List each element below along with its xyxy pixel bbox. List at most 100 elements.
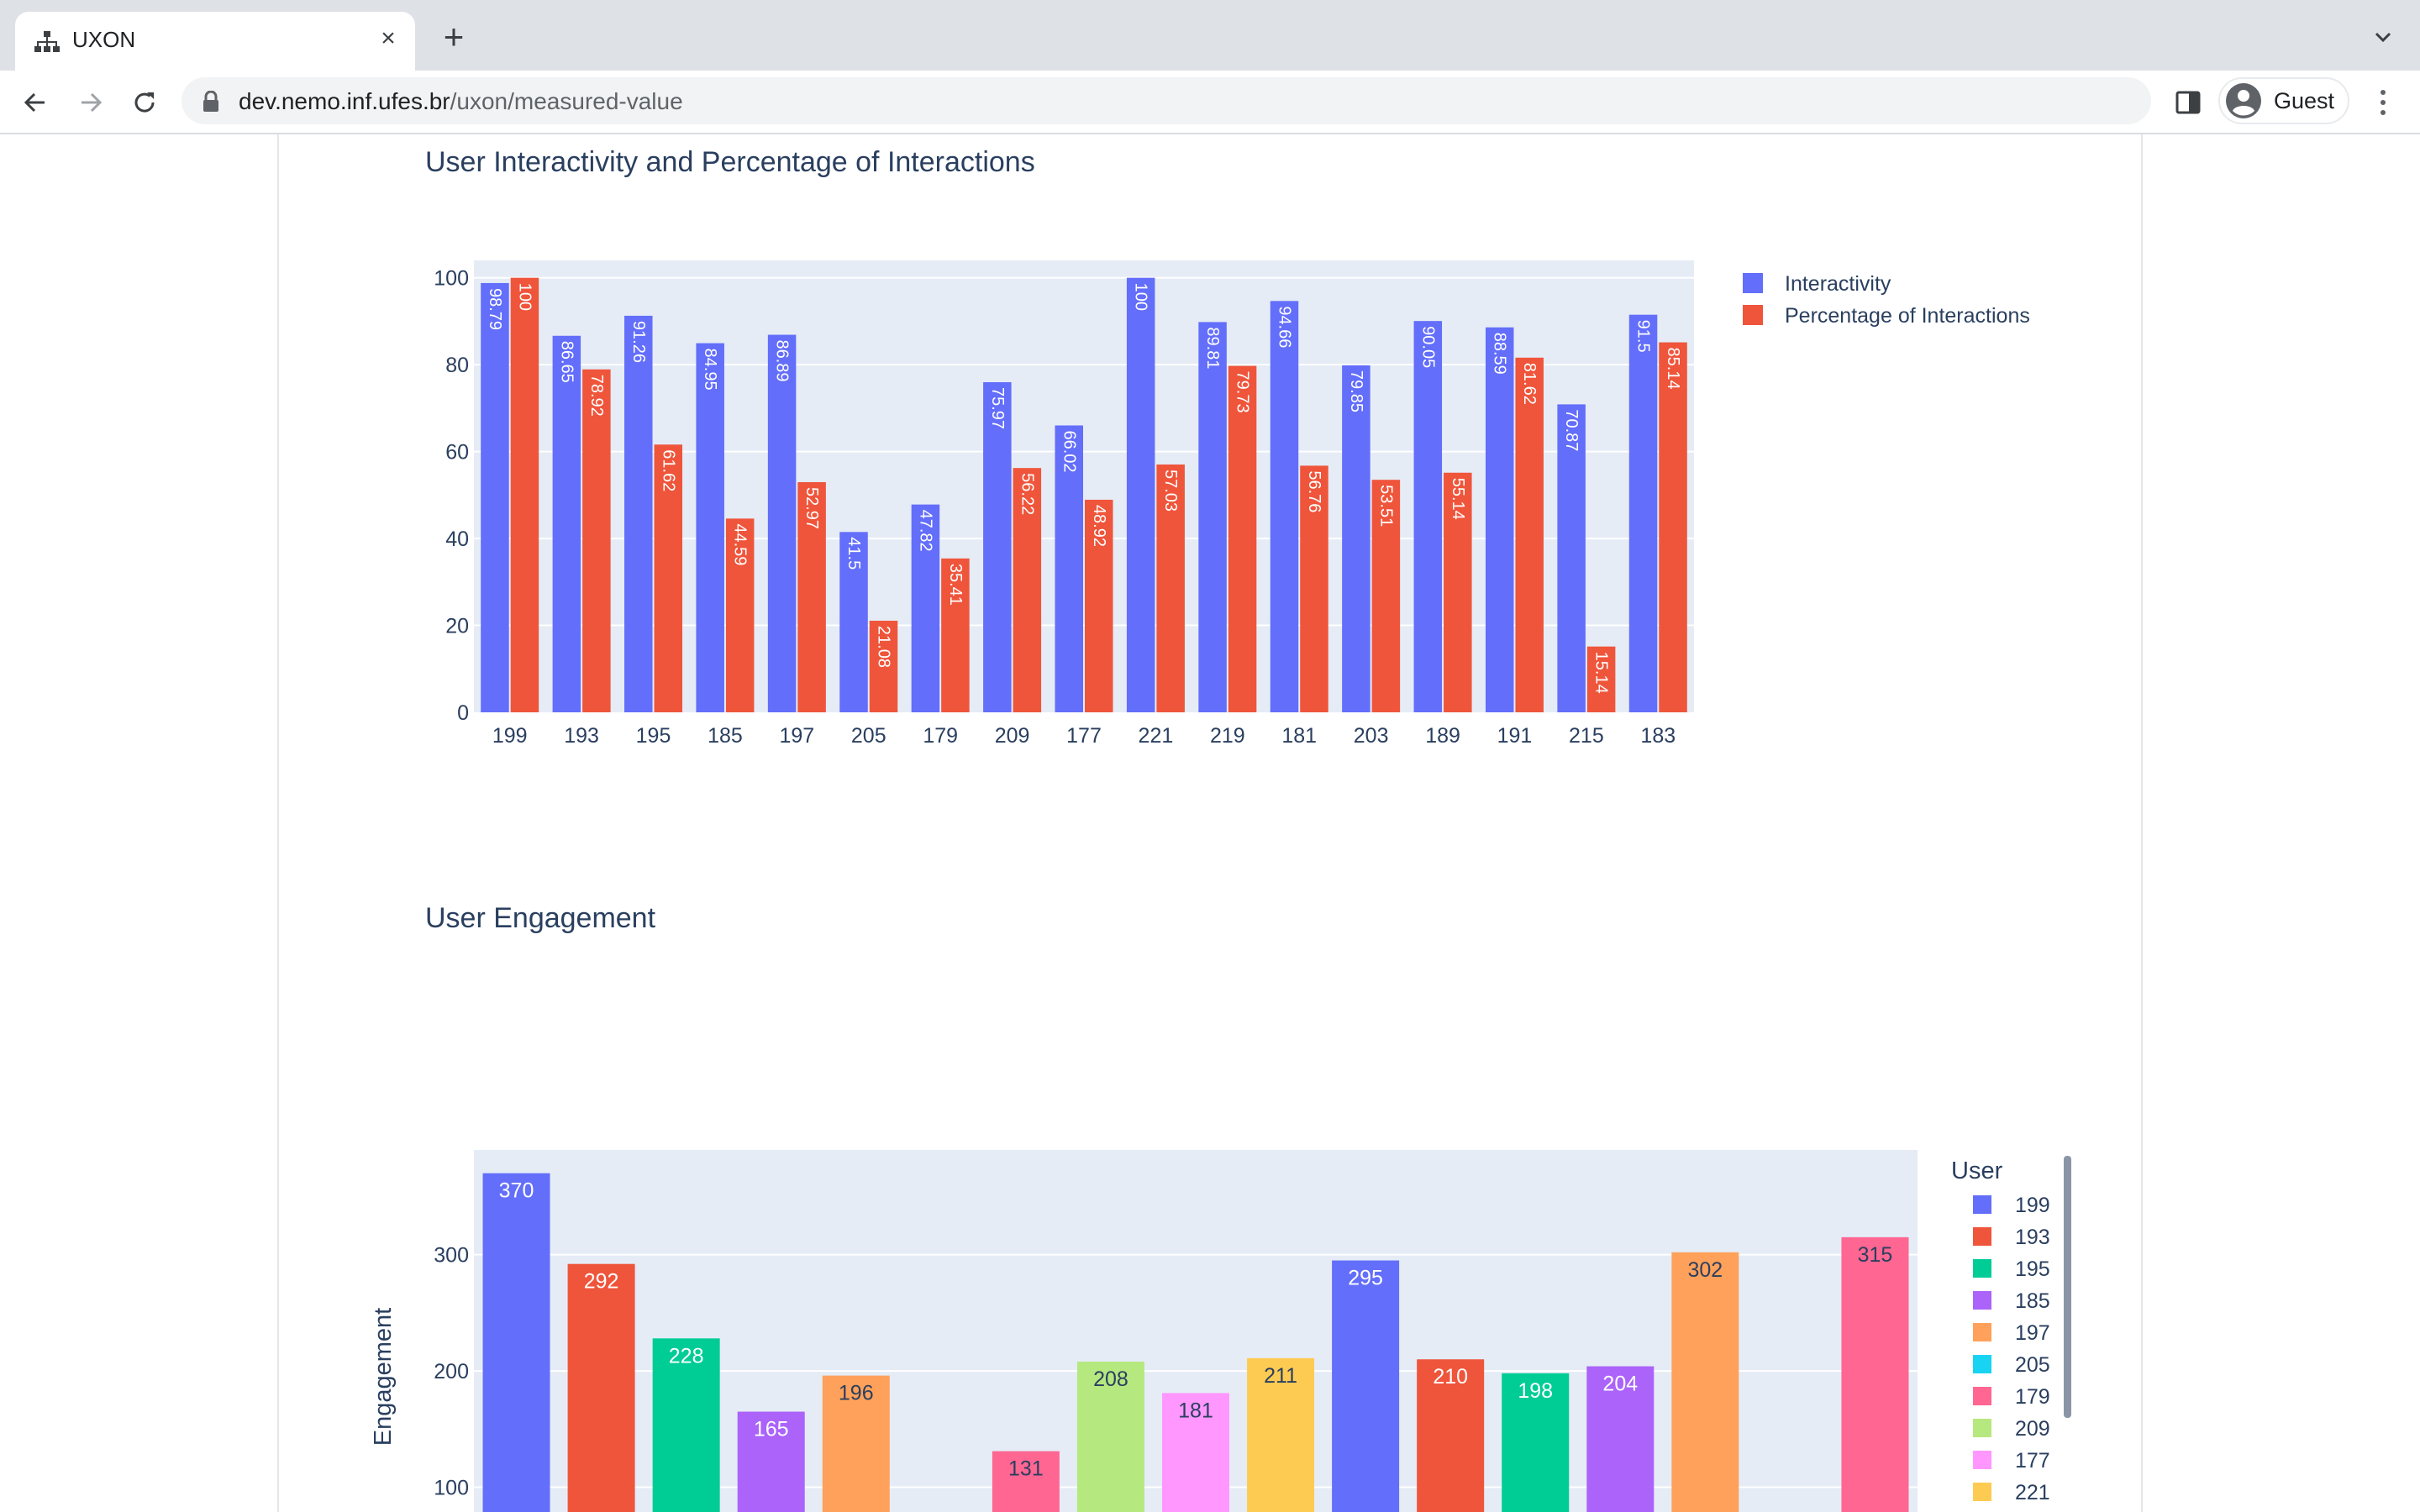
data-label: 131 <box>1008 1457 1044 1481</box>
data-label: 292 <box>584 1270 619 1294</box>
profile-button[interactable]: Guest <box>2218 77 2349 124</box>
bar <box>567 1263 635 1512</box>
legend-swatch <box>1973 1227 1991 1246</box>
x-tick-label: 205 <box>851 724 886 748</box>
page-content: User Interactivity and Percentage of Int… <box>0 134 2420 1512</box>
bar <box>1126 277 1155 712</box>
data-label: 79.73 <box>1234 371 1252 413</box>
legend-label: Percentage of Interactions <box>1785 304 2030 328</box>
legend-label: 177 <box>2015 1449 2050 1473</box>
data-label: 210 <box>1433 1365 1468 1389</box>
data-label: 98.79 <box>486 288 504 330</box>
bar <box>1247 1357 1315 1512</box>
data-label: 228 <box>669 1344 704 1368</box>
data-label: 44.59 <box>731 523 750 565</box>
close-icon[interactable]: × <box>381 24 396 52</box>
data-label: 35.41 <box>946 564 965 606</box>
y-tick-label: 300 <box>434 1244 469 1268</box>
bar <box>481 282 509 712</box>
x-tick-label: 209 <box>995 724 1030 748</box>
legend-label: 199 <box>2015 1194 2050 1217</box>
x-tick-label: 179 <box>923 724 958 748</box>
url-path: /uxon/measured-value <box>450 88 683 114</box>
reload-button[interactable] <box>128 86 161 119</box>
legend-swatch <box>1973 1195 1991 1214</box>
data-label: 53.51 <box>1376 485 1395 527</box>
bar <box>1013 468 1042 712</box>
x-tick-label: 195 <box>636 724 671 748</box>
legend-label: 205 <box>2015 1353 2050 1377</box>
legend-swatch <box>1973 1259 1991 1278</box>
legend-swatch <box>1973 1291 1991 1310</box>
y-tick-label: 40 <box>445 528 469 551</box>
x-tick-label: 219 <box>1210 724 1245 748</box>
x-tick-label: 193 <box>564 724 599 748</box>
engagement-chart: 0100200300370199292193228195165185196197… <box>370 1150 2071 1512</box>
bar <box>797 481 826 712</box>
data-label: 204 <box>1602 1373 1638 1396</box>
avatar-icon <box>2226 83 2261 118</box>
x-tick-label: 221 <box>1139 724 1174 748</box>
x-tick-label: 183 <box>1640 724 1676 748</box>
legend-label: 185 <box>2015 1289 2050 1313</box>
bar <box>624 315 653 712</box>
data-label: 55.14 <box>1449 478 1467 520</box>
x-tick-label: 177 <box>1066 724 1102 748</box>
bar <box>737 1411 805 1512</box>
data-label: 47.82 <box>916 510 934 552</box>
data-label: 70.87 <box>1562 409 1581 451</box>
bar <box>983 382 1012 712</box>
bar <box>582 369 611 712</box>
bar <box>1586 1366 1655 1512</box>
kebab-menu-icon[interactable] <box>2368 86 2398 119</box>
url-text[interactable]: dev.nemo.inf.ufes.br/uxon/measured-value <box>239 88 683 115</box>
data-label: 100 <box>1132 283 1150 311</box>
forward-button[interactable] <box>74 86 108 119</box>
bar <box>1300 465 1328 712</box>
sitemap-icon <box>34 31 60 52</box>
plus-icon[interactable]: + <box>443 17 465 56</box>
data-label: 94.66 <box>1275 306 1293 348</box>
y-tick-label: 0 <box>457 701 469 725</box>
data-label: 86.89 <box>773 340 792 382</box>
data-label: 66.02 <box>1060 430 1078 472</box>
data-label: 198 <box>1518 1379 1553 1403</box>
bar <box>1417 1359 1485 1512</box>
lock-icon[interactable] <box>202 91 220 113</box>
bar <box>552 335 581 712</box>
chevron-down-icon[interactable] <box>2368 22 2398 52</box>
bar <box>652 1338 720 1512</box>
bar <box>1371 480 1401 712</box>
profile-name: Guest <box>2274 88 2335 113</box>
data-label: 85.14 <box>1664 348 1682 390</box>
y-tick-label: 100 <box>434 1477 469 1500</box>
interactivity-chart: 0 20 40 60 80 100 98.79 100 199 86.65 78.92 193 91.2… <box>434 260 2030 748</box>
data-label: 91.26 <box>629 321 648 363</box>
bar <box>1342 365 1370 712</box>
bar <box>1228 365 1257 712</box>
bar <box>725 518 755 712</box>
legend-label: 197 <box>2015 1321 2050 1345</box>
address-bar[interactable]: dev.nemo.inf.ufes.br/uxon/measured-value <box>182 77 2151 124</box>
bar <box>941 558 970 712</box>
container-border-right <box>2141 134 2143 1512</box>
data-label: 211 <box>1264 1364 1297 1388</box>
data-label: 196 <box>839 1382 874 1405</box>
legend-scrollbar <box>2064 1156 2071 1418</box>
y-tick-label: 80 <box>445 354 469 377</box>
browser-tab[interactable]: UXON × <box>15 12 415 71</box>
bar <box>1076 1362 1144 1512</box>
data-label: 84.95 <box>701 349 719 391</box>
x-tick-label: 189 <box>1425 724 1460 748</box>
legend-label: Interactivity <box>1785 272 1891 296</box>
bar <box>839 532 868 712</box>
data-label: 370 <box>499 1179 534 1203</box>
x-tick-label: 191 <box>1497 724 1533 748</box>
data-label: 78.92 <box>587 375 606 417</box>
side-panel-icon[interactable] <box>2171 86 2205 119</box>
x-tick-label: 199 <box>492 724 528 748</box>
bar <box>1659 342 1687 712</box>
back-button[interactable] <box>18 86 52 119</box>
data-label: 56.76 <box>1305 470 1323 512</box>
chart-title: User Interactivity and Percentage of Int… <box>425 146 1035 178</box>
